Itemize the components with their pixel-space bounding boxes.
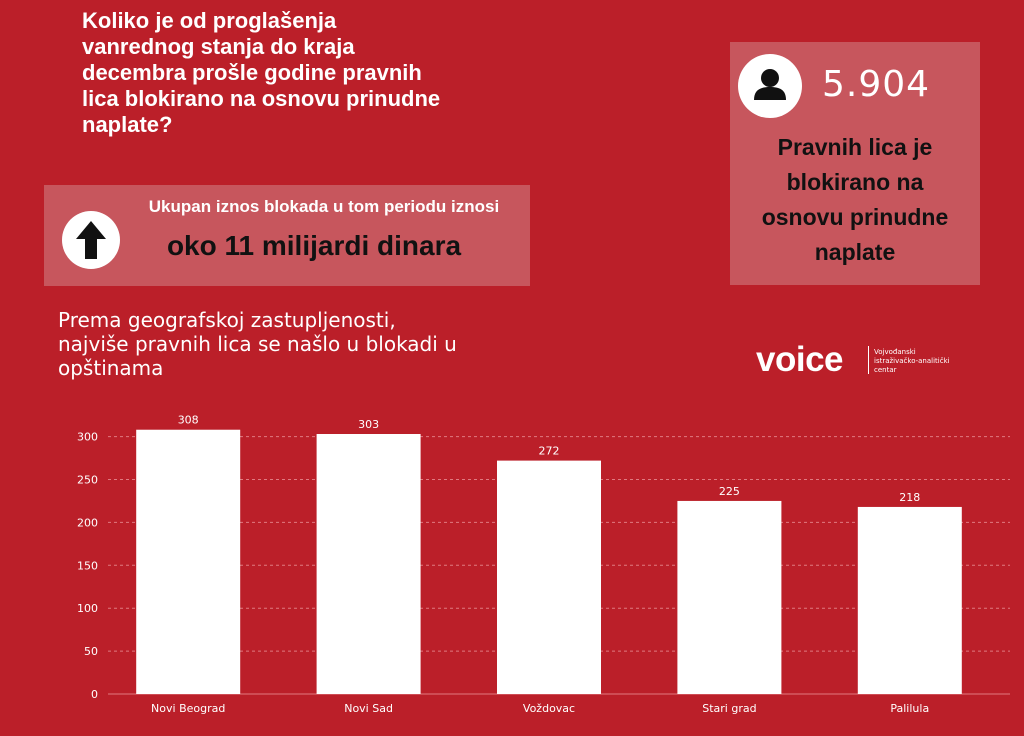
bar-value-label: 225 xyxy=(719,485,740,498)
logo-divider xyxy=(868,346,869,374)
bar-value-label: 272 xyxy=(539,445,560,458)
bar-value-label: 218 xyxy=(899,491,920,504)
y-tick-label: 250 xyxy=(77,473,98,486)
bar xyxy=(497,460,601,694)
x-tick-label: Stari grad xyxy=(702,702,756,715)
arrow-up-icon xyxy=(62,211,120,269)
logo-tagline: Vojvođanski istraživačko-analitički cent… xyxy=(874,348,950,374)
bar xyxy=(136,429,241,694)
total-amount-label: Ukupan iznos blokada u tom periodu iznos… xyxy=(148,197,500,216)
y-tick-label: 150 xyxy=(77,559,98,572)
bar-value-label: 303 xyxy=(358,418,379,431)
x-tick-label: Voždovac xyxy=(523,702,575,715)
y-tick-label: 0 xyxy=(91,688,98,701)
x-tick-label: Novi Sad xyxy=(344,702,393,715)
chart-subtitle: Prema geografskoj zastupljenosti, najviš… xyxy=(58,308,457,380)
bar-value-label: 308 xyxy=(178,414,199,427)
bar xyxy=(857,506,962,694)
person-icon xyxy=(738,54,802,118)
bar xyxy=(316,434,421,694)
y-tick-label: 200 xyxy=(77,516,98,529)
x-tick-label: Palilula xyxy=(890,702,929,715)
blocked-count-value: 5.904 xyxy=(822,64,931,105)
bar xyxy=(677,500,782,694)
y-tick-label: 300 xyxy=(77,431,98,444)
y-tick-label: 50 xyxy=(84,645,98,658)
x-tick-label: Novi Beograd xyxy=(151,702,225,715)
logo-word: voice xyxy=(756,340,844,379)
bar-chart: 0 50 100 150 200 250 300 308 Novi Beograd 303 Novi… xyxy=(77,414,1010,715)
blocked-count-box: 5.904 Pravnih lica je blokirano na osnov… xyxy=(730,42,980,285)
voice-logo: voice Vojvođanski istraživačko-analitičk… xyxy=(756,340,976,380)
blocked-count-description: Pravnih lica je blokirano na osnovu prin… xyxy=(761,134,949,265)
y-tick-label: 100 xyxy=(77,602,98,615)
total-amount-value: oko 11 milijardi dinara xyxy=(166,230,462,261)
total-amount-box: Ukupan iznos blokada u tom periodu iznos… xyxy=(44,185,530,286)
question-heading: Koliko je od proglašenja vanrednog stanj… xyxy=(82,8,441,137)
